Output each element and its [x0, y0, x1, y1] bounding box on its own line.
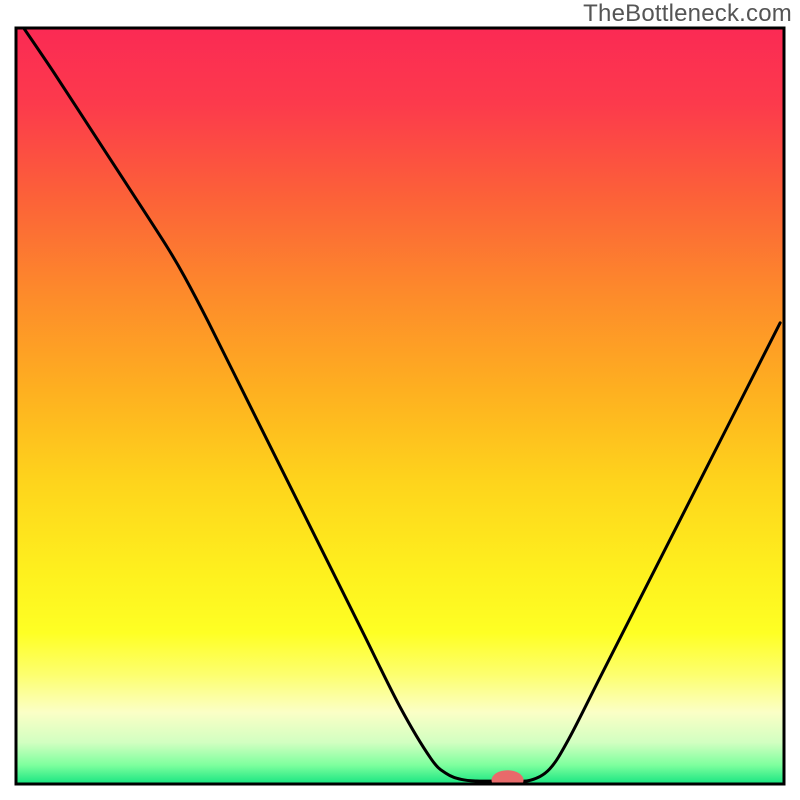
bottleneck-chart [0, 0, 800, 800]
watermark-text: TheBottleneck.com [583, 0, 792, 28]
plot-background [16, 28, 784, 784]
optimal-marker [492, 770, 524, 790]
chart-container: { "meta": { "watermark": "TheBottleneck.… [0, 0, 800, 800]
